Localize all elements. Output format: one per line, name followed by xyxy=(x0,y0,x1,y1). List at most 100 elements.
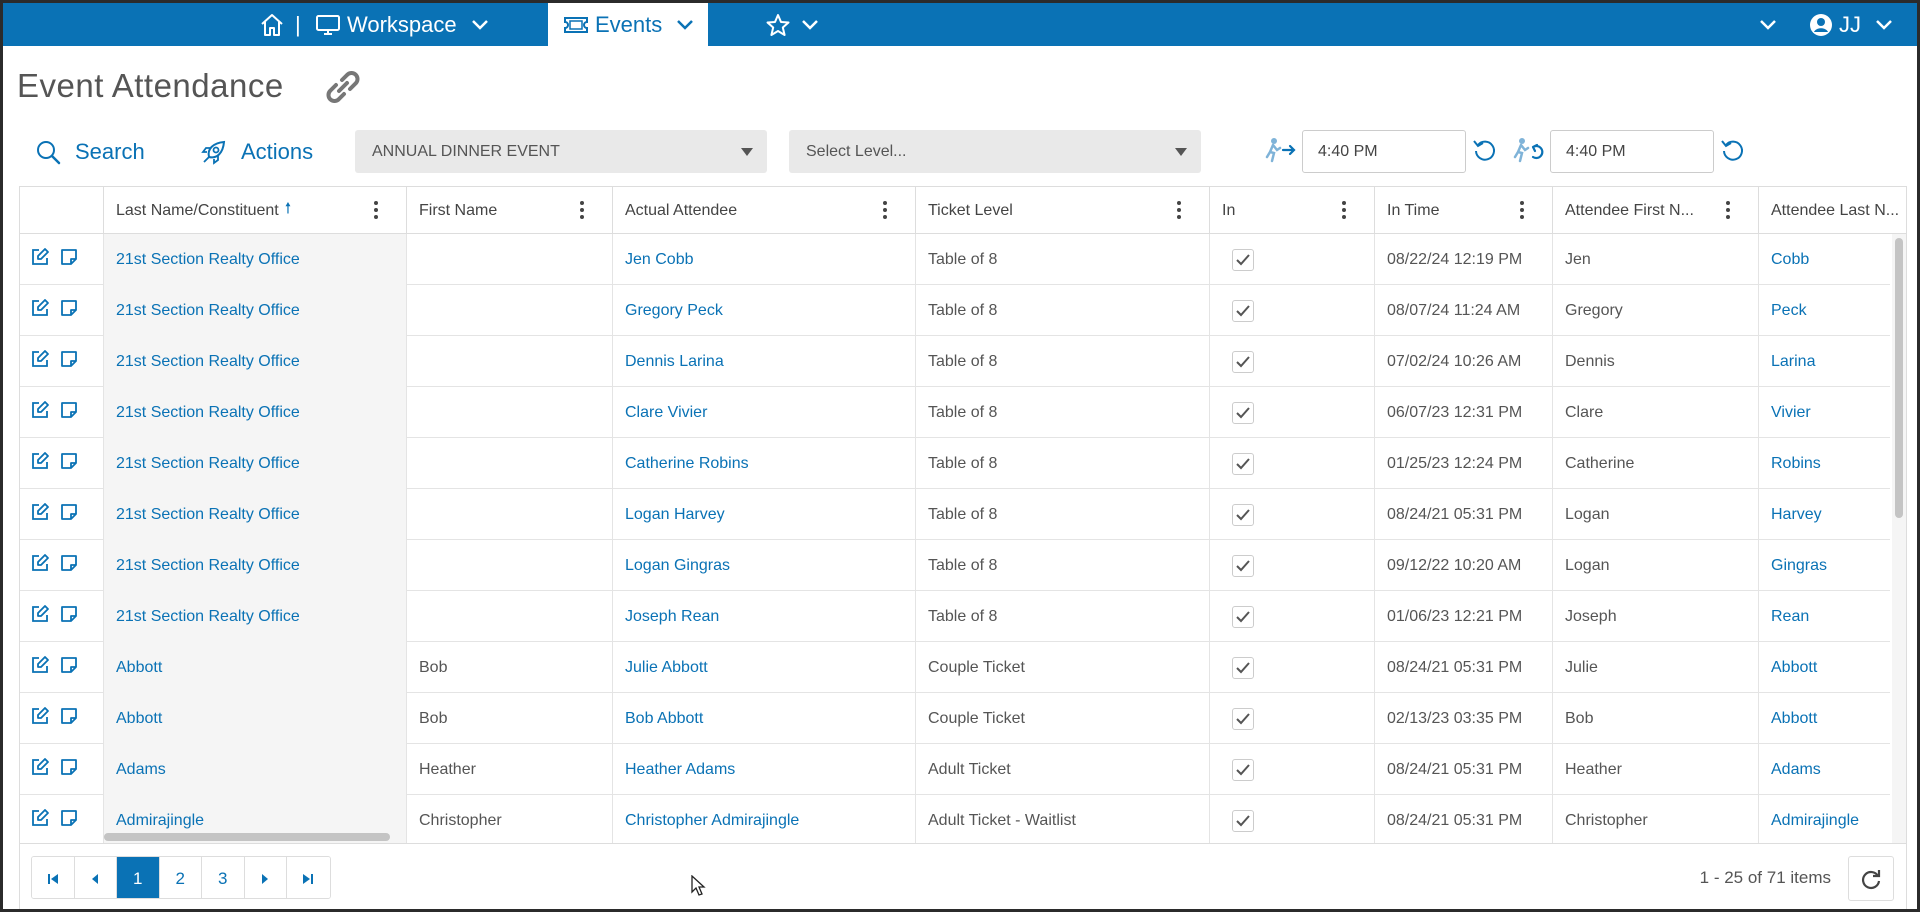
in-checkbox[interactable] xyxy=(1232,605,1254,628)
cell-attendee-last-name[interactable]: Larina xyxy=(1758,336,1906,387)
in-checkbox[interactable] xyxy=(1232,809,1254,832)
in-checkbox[interactable] xyxy=(1232,452,1254,475)
event-select[interactable]: ANNUAL DINNER EVENT xyxy=(355,130,767,173)
column-menu-icon[interactable] xyxy=(883,201,887,219)
reset-check-out-time-button[interactable] xyxy=(1720,137,1746,168)
cell-last-name[interactable]: 21st Section Realty Office xyxy=(103,438,406,489)
cell-actual-attendee[interactable]: Bob Abbott xyxy=(612,693,915,744)
cell-attendee-last-name[interactable]: Rean xyxy=(1758,591,1906,642)
vertical-scrollbar[interactable] xyxy=(1892,234,1906,843)
table-row[interactable]: Abbott Bob Bob Abbott Couple Ticket 02/13/23… xyxy=(20,693,1890,744)
column-menu-icon[interactable] xyxy=(1520,201,1524,219)
copy-link-button[interactable] xyxy=(321,67,365,112)
note-button[interactable] xyxy=(60,452,78,475)
user-menu[interactable]: JJ xyxy=(1809,3,1893,46)
column-menu-icon[interactable] xyxy=(1342,201,1346,219)
cell-actual-attendee[interactable]: Jen Cobb xyxy=(612,234,915,285)
cell-attendee-last-name[interactable]: Gingras xyxy=(1758,540,1906,591)
cell-actual-attendee[interactable]: Clare Vivier xyxy=(612,387,915,438)
first-page-button[interactable] xyxy=(32,857,75,898)
cell-attendee-last-name[interactable]: Robins xyxy=(1758,438,1906,489)
edit-button[interactable] xyxy=(30,655,50,680)
check-out-time-input[interactable]: 4:40 PM xyxy=(1550,130,1714,173)
table-row[interactable]: 21st Section Realty Office Clare Vivier Ta… xyxy=(20,387,1890,438)
note-button[interactable] xyxy=(60,554,78,577)
page-button-2[interactable]: 2 xyxy=(159,857,202,898)
edit-button[interactable] xyxy=(30,706,50,731)
cell-attendee-last-name[interactable]: Abbott xyxy=(1758,693,1906,744)
edit-button[interactable] xyxy=(30,757,50,782)
cell-attendee-last-name[interactable]: Harvey xyxy=(1758,489,1906,540)
edit-button[interactable] xyxy=(30,502,50,527)
cell-last-name[interactable]: 21st Section Realty Office xyxy=(103,591,406,642)
cell-last-name[interactable]: 21st Section Realty Office xyxy=(103,234,406,285)
note-button[interactable] xyxy=(60,656,78,679)
cell-last-name[interactable]: 21st Section Realty Office xyxy=(103,387,406,438)
table-row[interactable]: 21st Section Realty Office Catherine Robi… xyxy=(20,438,1890,489)
cell-actual-attendee[interactable]: Logan Harvey xyxy=(612,489,915,540)
column-menu-icon[interactable] xyxy=(580,201,584,219)
home-button[interactable] xyxy=(259,3,285,46)
last-page-button[interactable] xyxy=(287,857,330,898)
vertical-scroll-thumb[interactable] xyxy=(1895,238,1903,518)
cell-last-name[interactable]: Adams xyxy=(103,744,406,795)
in-checkbox[interactable] xyxy=(1232,758,1254,781)
cell-actual-attendee[interactable]: Julie Abbott xyxy=(612,642,915,693)
cell-attendee-last-name[interactable]: Abbott xyxy=(1758,642,1906,693)
column-menu-icon[interactable] xyxy=(1726,201,1730,219)
column-menu-icon[interactable] xyxy=(374,201,378,219)
table-row[interactable]: 21st Section Realty Office Joseph Rean Tab… xyxy=(20,591,1890,642)
column-header-actual-attendee[interactable]: Actual Attendee xyxy=(612,187,915,234)
refresh-button[interactable] xyxy=(1848,856,1894,901)
table-row[interactable]: Adams Heather Heather Adams Adult Ticket 08/… xyxy=(20,744,1890,795)
cell-last-name[interactable]: 21st Section Realty Office xyxy=(103,540,406,591)
cell-actual-attendee[interactable]: Logan Gingras xyxy=(612,540,915,591)
cell-last-name[interactable]: 21st Section Realty Office xyxy=(103,285,406,336)
actions-button[interactable]: Actions xyxy=(201,135,313,169)
column-header-last-name[interactable]: Last Name/Constituent 🠕 xyxy=(103,187,406,234)
in-checkbox[interactable] xyxy=(1232,299,1254,322)
cell-attendee-last-name[interactable]: Peck xyxy=(1758,285,1906,336)
column-header-in-time[interactable]: In Time xyxy=(1374,187,1552,234)
cell-last-name[interactable]: Abbott xyxy=(103,642,406,693)
favorites-menu[interactable] xyxy=(765,3,819,46)
table-row[interactable]: 21st Section Realty Office Jen Cobb Table … xyxy=(20,234,1890,285)
page-button-3[interactable]: 3 xyxy=(202,857,245,898)
edit-button[interactable] xyxy=(30,400,50,425)
note-button[interactable] xyxy=(60,299,78,322)
table-row[interactable]: 21st Section Realty Office Logan Harvey Ta… xyxy=(20,489,1890,540)
cell-attendee-last-name[interactable]: Vivier xyxy=(1758,387,1906,438)
cell-actual-attendee[interactable]: Gregory Peck xyxy=(612,285,915,336)
cell-actual-attendee[interactable]: Catherine Robins xyxy=(612,438,915,489)
cell-attendee-last-name[interactable]: Adams xyxy=(1758,744,1906,795)
cell-attendee-last-name[interactable]: Admirajingle xyxy=(1758,795,1906,843)
in-checkbox[interactable] xyxy=(1232,248,1254,271)
level-select[interactable]: Select Level... xyxy=(789,130,1201,173)
table-row[interactable]: 21st Section Realty Office Logan Gingras T… xyxy=(20,540,1890,591)
in-checkbox[interactable] xyxy=(1232,707,1254,730)
edit-button[interactable] xyxy=(30,451,50,476)
events-menu[interactable]: Events xyxy=(548,3,708,46)
edit-button[interactable] xyxy=(30,247,50,272)
in-checkbox[interactable] xyxy=(1232,401,1254,424)
table-row[interactable]: 21st Section Realty Office Dennis Larina T… xyxy=(20,336,1890,387)
cell-actual-attendee[interactable]: Dennis Larina xyxy=(612,336,915,387)
next-page-button[interactable] xyxy=(244,857,287,898)
note-button[interactable] xyxy=(60,503,78,526)
edit-button[interactable] xyxy=(30,553,50,578)
previous-page-button[interactable] xyxy=(74,857,117,898)
cell-actual-attendee[interactable]: Christopher Admirajingle xyxy=(612,795,915,843)
cell-attendee-last-name[interactable]: Cobb xyxy=(1758,234,1906,285)
in-checkbox[interactable] xyxy=(1232,554,1254,577)
in-checkbox[interactable] xyxy=(1232,656,1254,679)
note-button[interactable] xyxy=(60,248,78,271)
more-menu[interactable] xyxy=(1759,3,1777,46)
cell-actual-attendee[interactable]: Heather Adams xyxy=(612,744,915,795)
horizontal-scroll-thumb[interactable] xyxy=(104,833,390,841)
column-header-first-name[interactable]: First Name xyxy=(406,187,612,234)
edit-button[interactable] xyxy=(30,349,50,374)
cell-last-name[interactable]: Abbott xyxy=(103,693,406,744)
column-header-ticket-level[interactable]: Ticket Level xyxy=(915,187,1209,234)
page-button-1[interactable]: 1 xyxy=(117,857,160,898)
cell-actual-attendee[interactable]: Joseph Rean xyxy=(612,591,915,642)
